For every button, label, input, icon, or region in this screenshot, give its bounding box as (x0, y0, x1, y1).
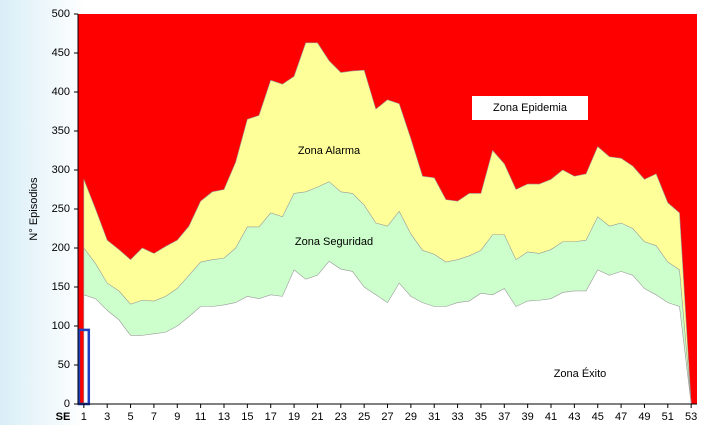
y-tick-label: 300 (52, 164, 70, 176)
y-axis-label: N° Episodios (28, 177, 40, 241)
x-tick-label: 49 (638, 411, 650, 423)
x-tick-label: 51 (662, 411, 674, 423)
zone-area (83, 260, 692, 405)
x-tick-label: 45 (592, 411, 604, 423)
x-tick-label: 19 (288, 411, 300, 423)
x-tick-label: 1 (81, 411, 87, 423)
zone-label: Zona Seguridad (295, 236, 373, 248)
x-tick-label: 29 (405, 411, 417, 423)
x-tick-label: 11 (195, 411, 206, 423)
y-tick-label: 50 (58, 359, 70, 371)
x-tick-label: 25 (358, 411, 370, 423)
x-tick-label: 9 (174, 411, 180, 423)
x-tick-label: 7 (151, 411, 157, 423)
label-box (472, 96, 588, 120)
y-tick-label: 200 (52, 242, 70, 254)
x-tick-label: 23 (335, 411, 347, 423)
y-tick-label: 450 (52, 47, 70, 59)
zone-label: Zona Alarma (298, 145, 361, 157)
x-tick-label: 31 (428, 411, 440, 423)
x-tick-label: 43 (568, 411, 580, 423)
x-tick-label: 37 (498, 411, 510, 423)
x-axis-label: SE (56, 411, 71, 423)
x-tick-label: 27 (381, 411, 393, 423)
x-tick-label: 13 (218, 411, 230, 423)
y-tick-label: 250 (52, 203, 70, 215)
x-tick-label: 41 (545, 411, 557, 423)
zone-label: Zona Éxito (554, 367, 607, 380)
y-tick-label: 100 (52, 320, 70, 332)
x-tick-label: 35 (475, 411, 487, 423)
x-tick-label: 15 (241, 411, 253, 423)
x-tick-label: 53 (685, 411, 697, 423)
x-tick-label: 21 (311, 411, 323, 423)
y-tick-label: 350 (52, 125, 70, 137)
x-tick-label: 3 (104, 411, 110, 423)
x-tick-label: 17 (265, 411, 277, 423)
y-tick-label: 0 (64, 398, 70, 410)
x-tick-label: 33 (451, 411, 463, 423)
x-tick-label: 5 (127, 411, 133, 423)
x-tick-label: 39 (522, 411, 534, 423)
x-tick-label: 47 (615, 411, 627, 423)
zone-label: Zona Epidemia (493, 102, 568, 114)
y-tick-label: 400 (52, 86, 70, 98)
y-tick-label: 150 (52, 281, 70, 293)
y-tick-label: 500 (52, 8, 70, 20)
